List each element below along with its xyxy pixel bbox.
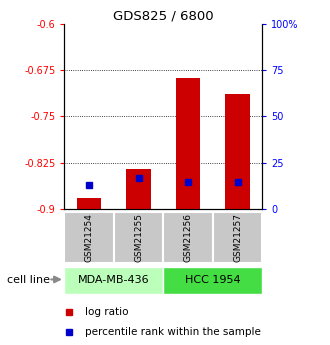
Text: GSM21254: GSM21254 <box>84 213 94 262</box>
Bar <box>176 78 200 209</box>
Bar <box>163 211 213 263</box>
Text: log ratio: log ratio <box>85 307 129 317</box>
Text: HCC 1954: HCC 1954 <box>185 275 241 285</box>
Text: percentile rank within the sample: percentile rank within the sample <box>85 327 261 337</box>
Text: MDA-MB-436: MDA-MB-436 <box>78 275 150 285</box>
Bar <box>225 94 250 209</box>
Title: GDS825 / 6800: GDS825 / 6800 <box>113 10 214 23</box>
Bar <box>163 267 262 294</box>
Text: cell line: cell line <box>7 275 50 285</box>
Bar <box>126 169 151 209</box>
Text: GSM21255: GSM21255 <box>134 213 143 262</box>
Bar <box>213 211 262 263</box>
Bar <box>64 211 114 263</box>
Text: GSM21256: GSM21256 <box>183 213 193 262</box>
Bar <box>114 211 163 263</box>
Bar <box>64 267 163 294</box>
Bar <box>77 198 102 209</box>
Text: GSM21257: GSM21257 <box>233 213 242 262</box>
